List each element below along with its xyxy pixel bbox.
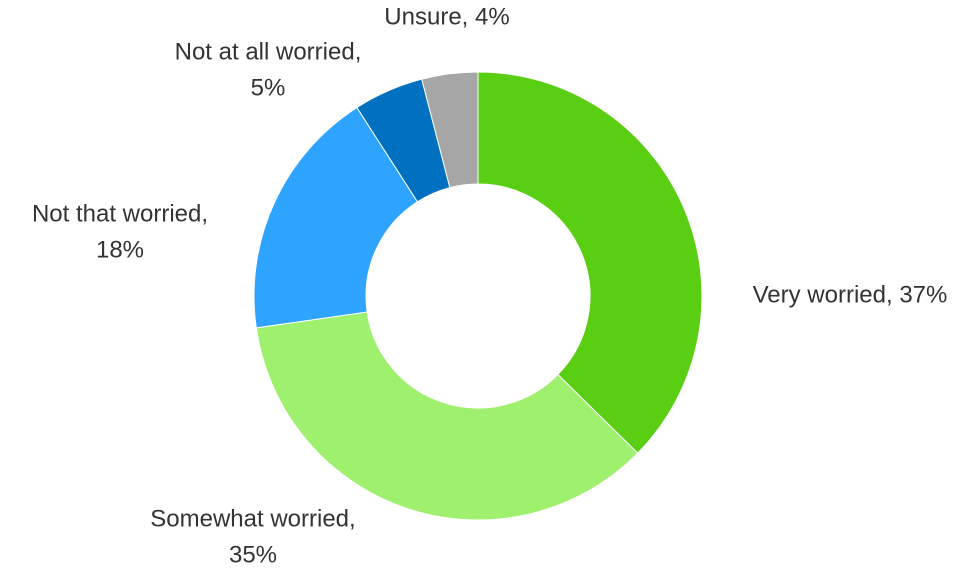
donut-slice xyxy=(255,311,639,521)
slice-label: Not at all worried, xyxy=(175,38,362,65)
slice-label: 18% xyxy=(96,236,144,263)
slice-label: Somewhat worried, xyxy=(150,505,355,532)
slice-label: Unsure, 4% xyxy=(384,3,509,30)
donut-slice xyxy=(477,71,703,454)
slice-label: Very worried, 37% xyxy=(753,281,948,308)
donut-slice xyxy=(253,106,419,329)
donut-slice xyxy=(421,71,479,189)
slice-label: 5% xyxy=(251,74,286,101)
slice-label: 35% xyxy=(229,541,277,568)
slice-label: Not that worried, xyxy=(32,200,208,227)
